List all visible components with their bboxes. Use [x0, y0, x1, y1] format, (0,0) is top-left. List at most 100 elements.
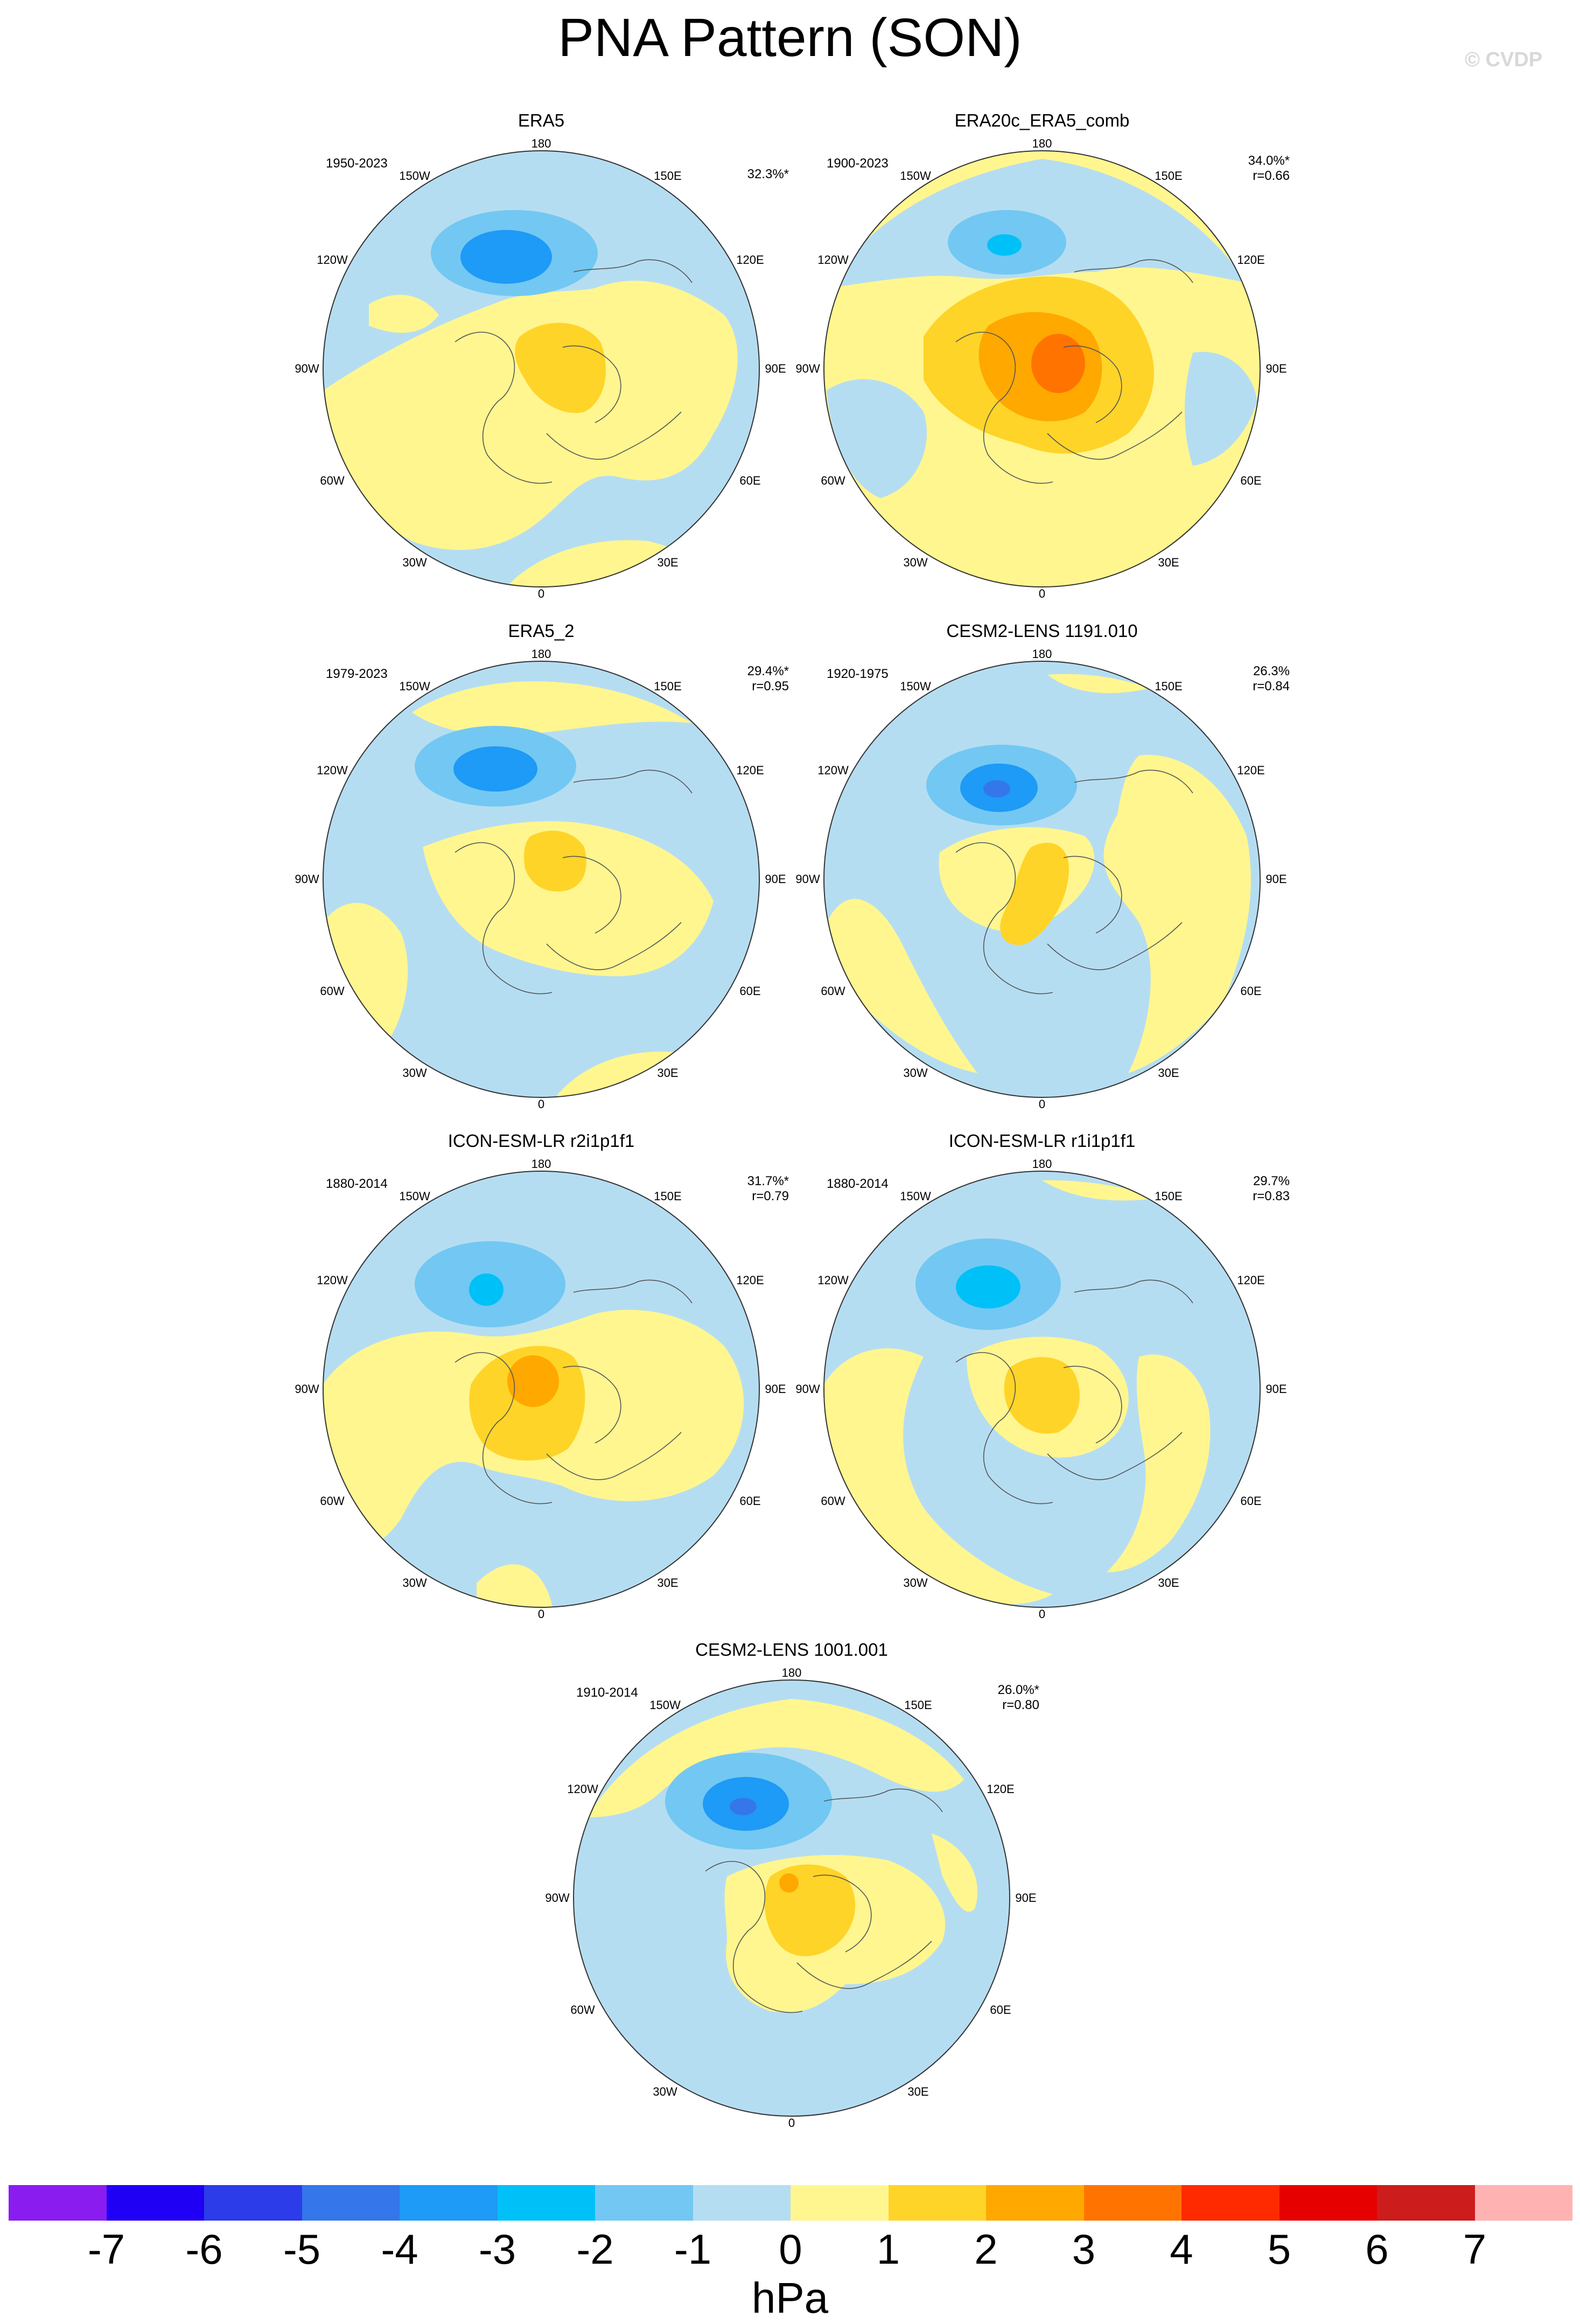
lon-label-90w: 90W [295, 1382, 319, 1396]
panel-icon-r2i1p1f1: ICON-ESM-LR r2i1p1f1 1880-2014 31.7%* r=… [295, 1131, 789, 1621]
lon-label-60w: 60W [320, 984, 345, 998]
lon-label-90e: 90E [1266, 362, 1287, 375]
correlation-text: r=0.83 [1253, 1189, 1290, 1203]
coastlines [955, 259, 1193, 484]
lon-label-60w: 60W [320, 1494, 345, 1508]
panel-variance: 26.3% r=0.84 [1253, 664, 1290, 694]
lon-label-90w: 90W [295, 872, 319, 886]
lon-label-120w: 120W [817, 1273, 849, 1287]
colorbar-tick-label: -1 [674, 2225, 712, 2273]
lon-label-120e: 120E [1237, 764, 1265, 777]
lon-label-180: 180 [781, 1666, 802, 1679]
lon-label-180: 180 [1032, 1157, 1052, 1171]
variance-text: 29.7% [1253, 1174, 1290, 1188]
positive-anomaly-region [323, 281, 746, 587]
polar-map [823, 1171, 1261, 1608]
colorbar-tick-label: -6 [185, 2225, 223, 2273]
coastlines [455, 769, 693, 995]
map-border [823, 1171, 1261, 1608]
lon-label-120w: 120W [317, 764, 348, 777]
lon-label-60w: 60W [570, 2003, 595, 2017]
panel-title: ICON-ESM-LR r1i1p1f1 [948, 1131, 1136, 1151]
lon-label-120w: 120W [317, 253, 348, 267]
lon-label-180: 180 [531, 647, 551, 661]
colorbar-segment [106, 2185, 204, 2221]
lon-label-60w: 60W [821, 984, 845, 998]
coastlines [455, 259, 693, 484]
lon-label-60e: 60E [990, 2003, 1011, 2017]
watermark: © CVDP [1465, 48, 1543, 71]
lon-label-90w: 90W [795, 1382, 820, 1396]
lon-label-120e: 120E [1237, 253, 1265, 267]
lon-label-120e: 120E [736, 764, 764, 777]
colorbar-tick-label: -7 [87, 2225, 125, 2273]
panel-period: 1910-2014 [576, 1685, 638, 1700]
lon-label-60e: 60E [1240, 984, 1262, 998]
colorbar-tick-label: 4 [1170, 2225, 1193, 2273]
lon-label-30e: 30E [657, 1576, 679, 1590]
lon-label-30w: 30W [653, 2085, 677, 2098]
lon-label-120w: 120W [817, 764, 849, 777]
negative-anomaly-core [987, 234, 1022, 256]
positive-anomaly-core [1004, 1357, 1080, 1434]
lon-label-120w: 120W [817, 253, 849, 267]
panel-cesm2-1191: CESM2-LENS 1191.010 1920-1975 26.3% r=0.… [795, 621, 1290, 1111]
panel-era20c: ERA20c_ERA5_comb 1900-2023 34.0%* r=0.66… [795, 110, 1290, 600]
coastlines [955, 1279, 1193, 1504]
map-border [323, 1171, 760, 1608]
lon-label-120e: 120E [1237, 1273, 1265, 1287]
variance-text: 34.0%* [1248, 153, 1290, 168]
lon-label-150w: 150W [900, 680, 931, 693]
lon-label-60e: 60E [1240, 1494, 1262, 1508]
colorbar-segment [595, 2185, 693, 2221]
lon-label-150w: 150W [900, 169, 931, 183]
panel-title: ERA20c_ERA5_comb [954, 110, 1130, 130]
lon-label-60w: 60W [320, 474, 345, 487]
lon-label-90w: 90W [795, 872, 820, 886]
lon-label-60w: 60W [821, 474, 845, 487]
negative-anomaly-region [827, 159, 1257, 498]
lon-label-0: 0 [537, 1097, 545, 1111]
panel-period: 1880-2014 [326, 1177, 388, 1191]
colorbar-tick-label: 1 [876, 2225, 900, 2273]
colorbar-segment [1377, 2185, 1475, 2221]
lon-label-90e: 90E [1015, 1891, 1037, 1905]
lon-label-30e: 30E [1158, 1066, 1179, 1080]
correlation-text: r=0.80 [1002, 1698, 1039, 1712]
lon-label-150w: 150W [399, 680, 430, 693]
colorbar-segment [1279, 2185, 1377, 2221]
positive-anomaly-region [323, 681, 724, 1097]
variance-text: 26.3% [1253, 664, 1290, 678]
correlation-text: r=0.79 [752, 1189, 789, 1203]
colorbar-segment [1083, 2185, 1181, 2221]
panel-period: 1900-2023 [827, 156, 889, 171]
lon-label-150e: 150E [1155, 680, 1183, 693]
lon-label-30e: 30E [657, 1066, 679, 1080]
lon-label-30e: 30E [657, 556, 679, 569]
lon-label-30w: 30W [903, 556, 928, 569]
lon-label-120e: 120E [736, 1273, 764, 1287]
map-border [323, 661, 760, 1098]
lon-label-150e: 150E [654, 680, 682, 693]
panel-title: ERA5_2 [508, 621, 575, 641]
negative-anomaly-core [983, 780, 1010, 797]
colorbar [9, 2185, 1572, 2221]
lon-label-30w: 30W [903, 1576, 928, 1590]
lon-label-30w: 30W [402, 1066, 427, 1080]
colorbar-tick-label: 0 [779, 2225, 802, 2273]
lon-label-30w: 30W [402, 1576, 427, 1590]
panel-variance: 29.7% r=0.83 [1253, 1174, 1290, 1204]
colorbar-segment [9, 2185, 107, 2221]
panel-title: CESM2-LENS 1001.001 [695, 1640, 888, 1660]
map-border [573, 1679, 1010, 2117]
correlation-text: r=0.84 [1253, 679, 1290, 694]
colorbar-segment [986, 2185, 1084, 2221]
lon-label-150e: 150E [1155, 1189, 1183, 1203]
polar-map [823, 661, 1261, 1098]
negative-anomaly-core [453, 746, 537, 792]
lon-label-90e: 90E [1266, 1382, 1287, 1396]
panel-variance: 32.3%* [747, 167, 789, 182]
lon-label-60e: 60E [739, 474, 761, 487]
colorbar-segment [204, 2185, 302, 2221]
lon-label-30w: 30W [903, 1066, 928, 1080]
